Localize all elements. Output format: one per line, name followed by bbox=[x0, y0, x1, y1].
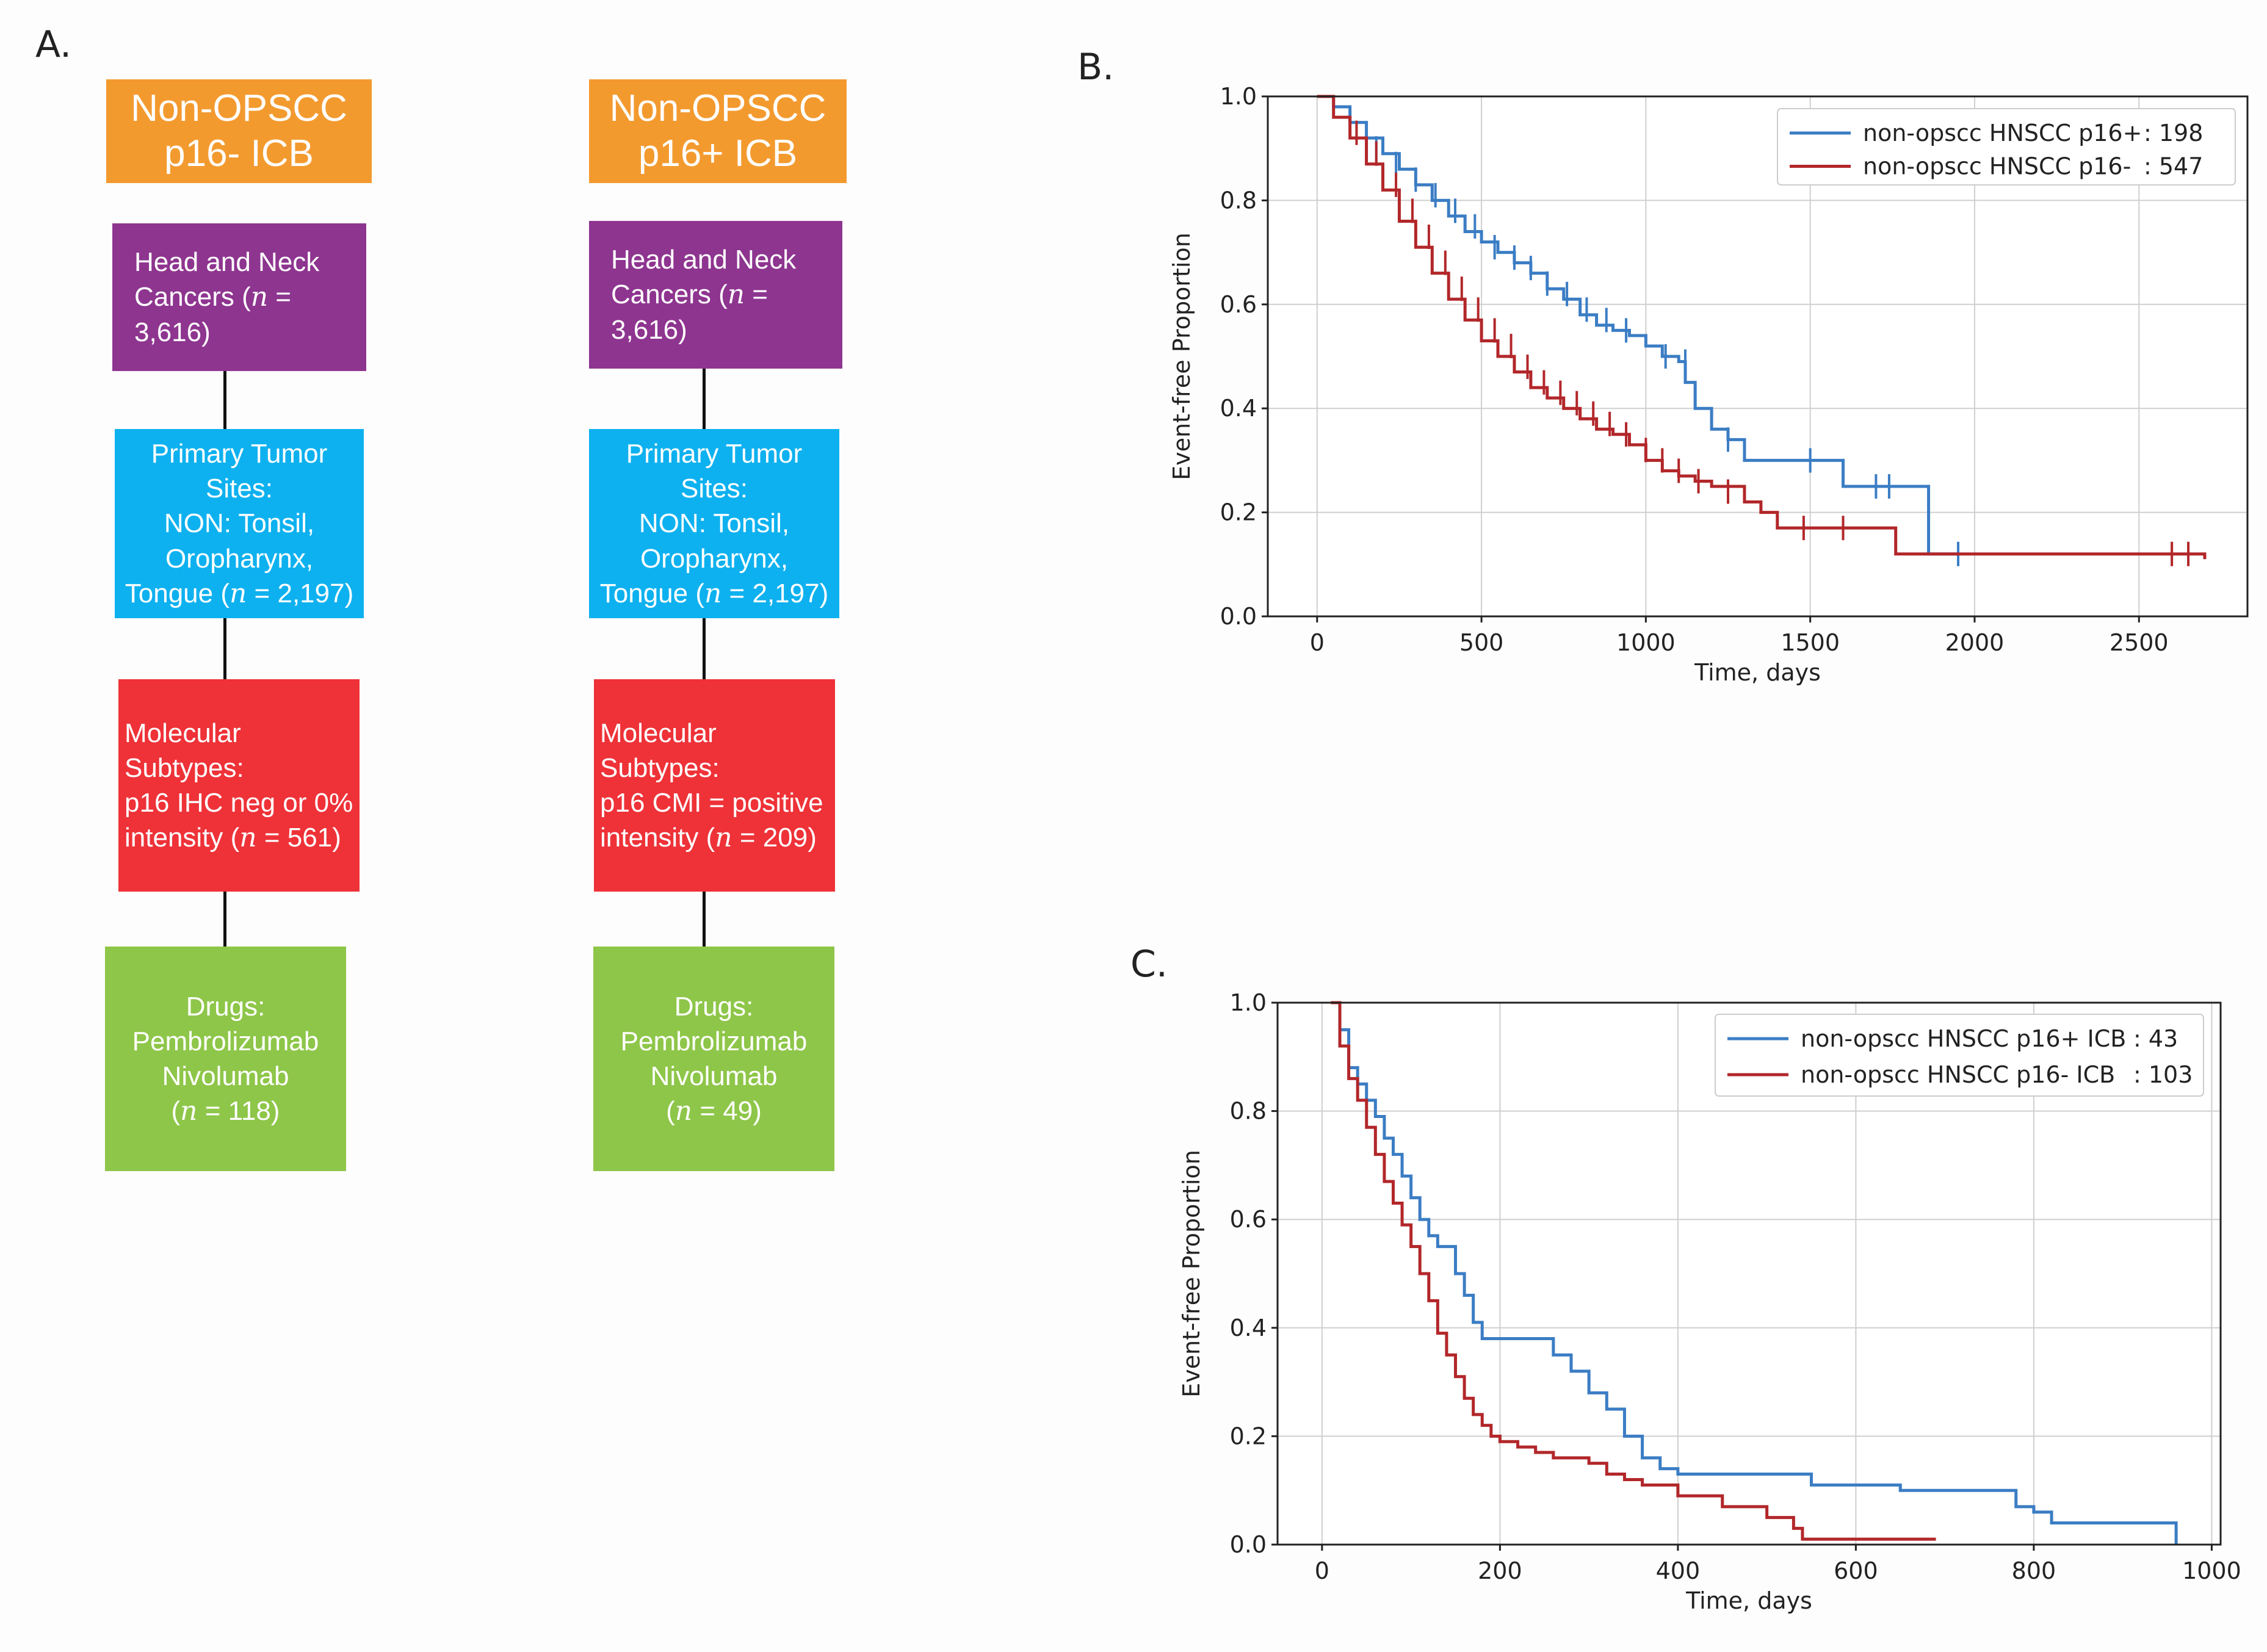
panel-label-b: B. bbox=[1077, 46, 1115, 88]
chart-c-ytick-label-0: 0.0 bbox=[1230, 1531, 1267, 1558]
flow-left-sites: Primary Tumor Sites: NON: Tonsil, Oropha… bbox=[115, 429, 364, 618]
chart-c-ylabel: Event-free Proportion bbox=[1178, 1150, 1205, 1398]
flow-right-connector-2 bbox=[703, 618, 706, 679]
chart-c-xtick-label-2: 400 bbox=[1656, 1557, 1701, 1584]
flow-left-subtypes: Molecular Subtypes: p16 IHC neg or 0% in… bbox=[118, 679, 360, 892]
chart-c-ytick-label-2: 0.4 bbox=[1230, 1315, 1267, 1341]
flow-left-connector-1 bbox=[223, 371, 226, 429]
chart-b-ytick-label-2: 0.4 bbox=[1220, 395, 1257, 422]
chart-b-xtick-label-3: 1500 bbox=[1781, 629, 1840, 656]
flow-left-connector-3 bbox=[223, 892, 226, 947]
chart-c-ytick-label-3: 0.6 bbox=[1230, 1206, 1267, 1233]
chart-c-legend-count-1: : 103 bbox=[2133, 1061, 2193, 1088]
chart-c-xlabel: Time, days bbox=[1685, 1587, 1812, 1614]
chart-b-legend-name-0: non-opscc HNSCC p16+ bbox=[1863, 120, 2142, 146]
chart-c-legend-count-0: : 43 bbox=[2133, 1025, 2178, 1052]
chart-b-frame bbox=[1267, 95, 2249, 618]
chart-c-ytick-label-1: 0.2 bbox=[1230, 1423, 1267, 1449]
flow-left-header: Non-OPSCC p16- ICB bbox=[106, 79, 372, 183]
panel-label-a: A. bbox=[35, 23, 72, 66]
flow-right-subtypes: Molecular Subtypes: p16 CMI = positive i… bbox=[594, 679, 835, 892]
chart-b-xtick-label-4: 2000 bbox=[1945, 629, 2005, 656]
chart-b-xtick-label-5: 2500 bbox=[2110, 629, 2169, 656]
chart-b-xtick-label-2: 1000 bbox=[1616, 629, 1676, 656]
chart-c-legend-name-0: non-opscc HNSCC p16+ ICB bbox=[1801, 1025, 2126, 1052]
chart-c-ytick-label-5: 1.0 bbox=[1230, 989, 1267, 1016]
chart-c-curve-1 bbox=[1331, 1001, 1936, 1541]
chart-b-xtick-label-0: 0 bbox=[1310, 629, 1325, 656]
chart-b-legend: non-opscc HNSCC p16+ : 198 non-opscc HNS… bbox=[1777, 108, 2236, 186]
chart-c: 0 200 400 600 800 1000 0.0 0.2 0.4 0.6 0.8 1.0 Time… bbox=[1178, 989, 2241, 1614]
chart-b-legend-count-1: : 547 bbox=[2144, 153, 2203, 180]
chart-b-curve-0 bbox=[1317, 95, 1959, 556]
chart-b-ytick-label-1: 0.2 bbox=[1220, 499, 1257, 526]
chart-b-legend-name-1: non-opscc HNSCC p16- bbox=[1863, 153, 2131, 180]
flow-right-drugs: Drugs: Pembrolizumab Nivolumab (n = 49) bbox=[593, 947, 834, 1171]
flow-left-connector-2 bbox=[223, 618, 226, 679]
chart-b: 0 500 1000 1500 2000 2500 0.0 0.2 0.4 0.6 0.8 1.0 T… bbox=[1168, 83, 2249, 686]
chart-b-legend-count-0: : 198 bbox=[2144, 120, 2203, 146]
flow-right-connector-1 bbox=[703, 369, 706, 429]
chart-c-curve-0 bbox=[1331, 1001, 2178, 1545]
chart-b-ylabel: Event-free Proportion bbox=[1168, 233, 1195, 480]
chart-b-ytick-label-5: 1.0 bbox=[1220, 83, 1257, 110]
panel-label-c: C. bbox=[1130, 943, 1168, 986]
chart-c-legend-name-1: non-opscc HNSCC p16- ICB bbox=[1801, 1061, 2115, 1088]
chart-b-ytick-label-0: 0.0 bbox=[1220, 603, 1257, 630]
chart-b-curve-1 bbox=[1317, 95, 2207, 560]
flow-left-drugs: Drugs: Pembrolizumab Nivolumab (n = 118) bbox=[105, 947, 346, 1171]
chart-b-xlabel: Time, days bbox=[1694, 659, 1821, 686]
flow-right-sites: Primary Tumor Sites: NON: Tonsil, Oropha… bbox=[589, 429, 839, 618]
chart-c-legend-box bbox=[1715, 1014, 2204, 1097]
chart-b-ytick-label-4: 0.8 bbox=[1220, 187, 1257, 214]
flow-right-header: Non-OPSCC p16+ ICB bbox=[589, 79, 847, 183]
chart-c-xtick-label-1: 200 bbox=[1478, 1557, 1522, 1584]
chart-c-frame bbox=[1276, 1001, 2222, 1546]
flow-left-cancers: Head and Neck Cancers (n = 3,616) bbox=[112, 223, 366, 371]
flow-right-cancers: Head and Neck Cancers (n = 3,616) bbox=[589, 221, 842, 369]
chart-b-legend-box bbox=[1777, 108, 2236, 186]
chart-b-ytick-label-3: 0.6 bbox=[1220, 291, 1257, 318]
chart-b-xtick-label-1: 500 bbox=[1459, 629, 1504, 656]
chart-c-xtick-label-5: 1000 bbox=[2182, 1557, 2241, 1584]
chart-c-xtick-label-0: 0 bbox=[1315, 1557, 1329, 1584]
flow-right-connector-3 bbox=[703, 892, 706, 947]
chart-c-ytick-label-4: 0.8 bbox=[1230, 1098, 1267, 1125]
chart-c-legend: non-opscc HNSCC p16+ ICB : 43 non-opscc … bbox=[1715, 1014, 2204, 1097]
chart-c-xtick-label-3: 600 bbox=[1834, 1557, 1878, 1584]
chart-c-xtick-label-4: 800 bbox=[2012, 1557, 2056, 1584]
